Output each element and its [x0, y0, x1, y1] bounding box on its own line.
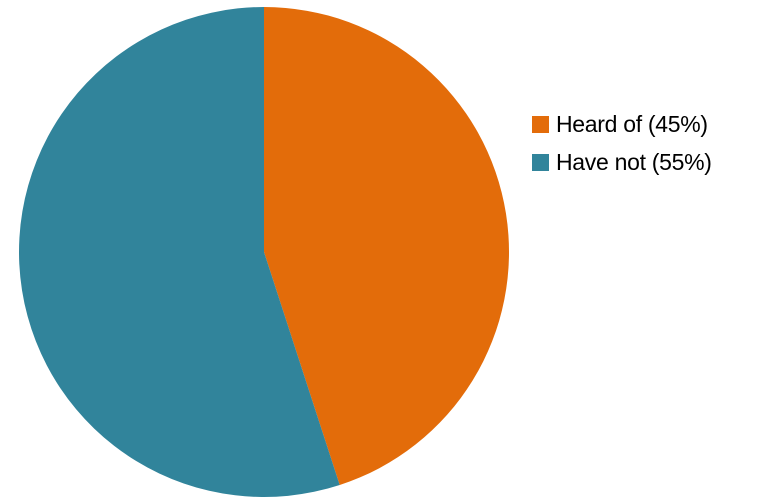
legend-item-heard-of: Heard of (45%) — [532, 110, 712, 138]
pie-slice-have-not — [19, 7, 340, 497]
legend: Heard of (45%) Have not (55%) — [532, 110, 712, 186]
legend-swatch-have-not — [532, 153, 549, 171]
legend-swatch-heard-of — [532, 115, 549, 133]
legend-item-have-not: Have not (55%) — [532, 148, 712, 176]
legend-label-have-not: Have not (55%) — [556, 148, 712, 175]
legend-label-heard-of: Heard of (45%) — [556, 110, 708, 137]
pie-slice-heard-of — [264, 6, 510, 486]
